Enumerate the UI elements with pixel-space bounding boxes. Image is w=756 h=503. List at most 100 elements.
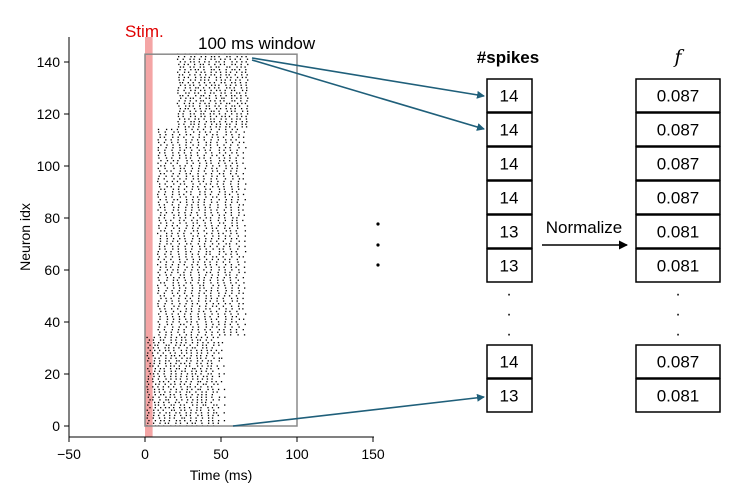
spike-dot: [237, 196, 239, 198]
spike-dot: [237, 227, 239, 229]
spike-dot: [192, 162, 194, 164]
spike-dot: [160, 310, 162, 313]
spike-dot: [202, 375, 205, 378]
spike-dot: [230, 183, 232, 185]
spike-dot: [207, 365, 209, 367]
spike-dot: [165, 175, 167, 177]
spike-dot: [170, 186, 172, 188]
spike-dot: [185, 310, 187, 313]
spike-dot: [206, 378, 209, 380]
spike-dot: [241, 61, 243, 63]
spike-dot: [163, 329, 166, 331]
spike-dot: [184, 69, 186, 71]
spike-dot: [158, 191, 160, 193]
spike-dot: [148, 357, 150, 359]
spike-dot: [216, 141, 218, 144]
spike-dot: [186, 373, 189, 375]
spike-dot: [157, 404, 160, 406]
spike-dot: [149, 373, 151, 375]
spike-dot: [225, 128, 227, 131]
spike-dot: [190, 292, 193, 294]
spike-dot: [224, 58, 226, 60]
spike-dot: [178, 219, 181, 222]
spike-dot: [218, 396, 221, 398]
spike-dot: [238, 284, 240, 287]
spike-dot: [172, 222, 174, 224]
spike-dot: [224, 219, 227, 222]
spike-dot: [193, 61, 195, 63]
spike-dot: [236, 165, 239, 167]
spike-dot: [215, 66, 217, 68]
spike-dot: [231, 219, 233, 222]
spike-dot: [163, 295, 165, 297]
spike-dot: [189, 74, 191, 76]
spike-dot: [210, 89, 212, 92]
spike-dot: [222, 183, 225, 185]
spike-dot: [206, 134, 208, 136]
spike-dot: [199, 339, 202, 341]
spike-dot: [244, 199, 246, 201]
spike-dot: [169, 362, 172, 365]
spike-dot: [205, 196, 207, 198]
spike-dot: [218, 334, 221, 336]
spike-dot: [163, 230, 166, 232]
spike-dot: [151, 378, 154, 380]
spike-dot: [192, 378, 194, 380]
spike-dot: [225, 118, 227, 120]
spike-dot: [183, 274, 185, 276]
spike-dot: [238, 105, 241, 107]
spike-dot: [198, 149, 200, 151]
spike-dot: [189, 61, 192, 63]
spike-dot: [178, 79, 180, 81]
spike-dot: [175, 391, 177, 393]
spike-dot: [203, 245, 206, 248]
spike-dot: [179, 323, 182, 326]
spike-dot: [220, 92, 222, 94]
spike-dot: [204, 126, 207, 128]
spike-dot: [171, 292, 174, 294]
spike-dot: [229, 79, 232, 81]
spike-dot: [164, 131, 166, 133]
spike-dot: [178, 355, 181, 357]
spike-dot: [223, 149, 225, 151]
spike-count-cell: [486, 248, 533, 283]
spike-dot: [244, 188, 246, 190]
spike-dot: [189, 173, 191, 175]
spike-dot: [170, 383, 172, 385]
spike-dot: [188, 126, 190, 128]
spike-dot: [196, 264, 199, 266]
spike-dot: [242, 219, 244, 222]
spike-dot: [204, 225, 206, 227]
spike-dot: [238, 214, 240, 216]
spike-dot: [212, 414, 214, 417]
spike-dot: [236, 222, 238, 224]
spike-dot: [200, 76, 202, 79]
spike-dot: [147, 404, 149, 406]
spike-dot: [177, 141, 179, 144]
spike-dot: [236, 201, 239, 203]
spike-dot: [170, 388, 172, 391]
x-tick-label: 0: [141, 446, 149, 462]
spike-dot: [185, 222, 187, 224]
spike-dot: [186, 378, 188, 380]
spike-dot: [209, 279, 211, 281]
spike-dot: [183, 417, 186, 419]
spike-dot: [237, 279, 239, 281]
spike-dot: [211, 170, 214, 172]
spike-dot: [153, 375, 155, 378]
spike-dot: [192, 178, 195, 180]
spike-dot: [229, 230, 232, 232]
spike-dot: [166, 240, 168, 242]
spike-dot: [147, 342, 149, 344]
spike-dot: [210, 71, 212, 73]
spike-dot: [165, 147, 167, 149]
spike-dot: [160, 230, 162, 232]
spike-dot: [147, 383, 150, 385]
spike-dot: [173, 167, 175, 170]
spike-dot: [198, 126, 200, 128]
spike-dot: [191, 264, 193, 266]
spike-dot: [154, 368, 156, 370]
spike-dot: [185, 209, 187, 211]
spike-dot: [172, 160, 175, 162]
spike-dot: [165, 412, 167, 414]
